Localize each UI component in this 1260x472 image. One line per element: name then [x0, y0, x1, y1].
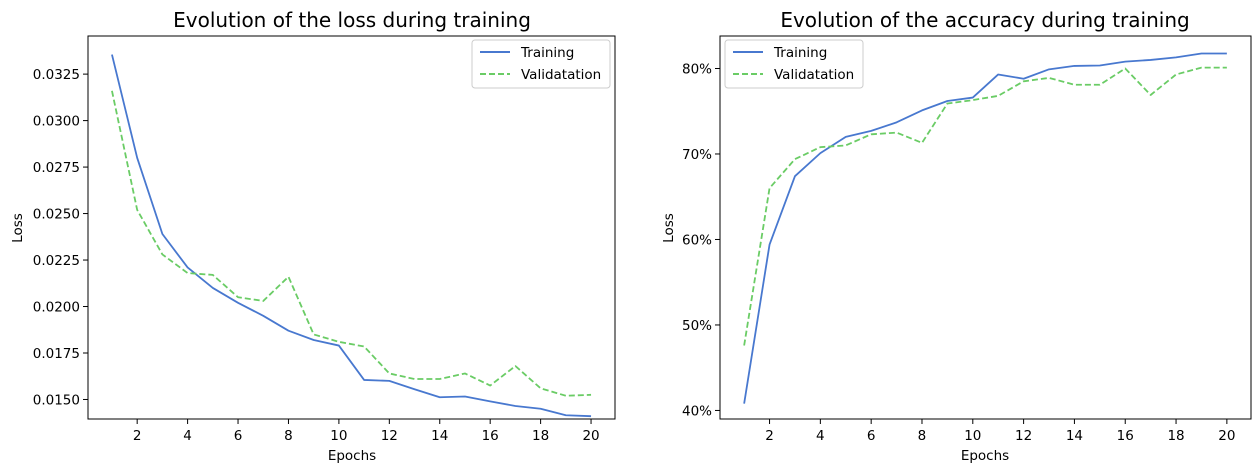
x-ticks: 2 4 6 8 10 12 14 16 18 20 — [133, 419, 600, 444]
series-line-training — [743, 52, 1227, 404]
x-tick-label: 10 — [330, 428, 347, 444]
x-tick-label: 6 — [867, 428, 876, 444]
y-tick-label: 80% — [682, 61, 712, 77]
x-tick-label: 2 — [765, 428, 774, 444]
series-line-validatation — [743, 66, 1227, 346]
x-axis-label: Epochs — [328, 448, 376, 464]
y-tick-label: 40% — [682, 403, 712, 419]
x-tick-label: 16 — [482, 428, 499, 444]
y-axis-label: Loss — [661, 213, 677, 243]
plot-frame — [719, 35, 1252, 420]
legend: Training Validatation — [724, 39, 864, 89]
x-tick-label: 12 — [1015, 428, 1032, 444]
series-line-training — [111, 54, 592, 418]
y-tick-label: 0.0250 — [33, 207, 80, 223]
x-tick-label: 2 — [133, 428, 142, 444]
x-tick-label: 18 — [1167, 428, 1184, 444]
y-tick-label: 0.0275 — [33, 160, 80, 176]
loss-chart: Evolution of the loss during training 2 4… — [10, 8, 616, 464]
x-tick-label: 6 — [234, 428, 243, 444]
plot-marks — [111, 54, 592, 418]
y-tick-label: 0.0175 — [33, 346, 80, 362]
y-ticks: 0.0150 0.0175 0.0200 0.0225 0.0250 0.0275 0.03… — [33, 67, 88, 408]
y-tick-label: 70% — [682, 147, 712, 163]
series-line-validatation — [111, 90, 592, 397]
y-axis-label: Loss — [10, 213, 26, 243]
y-tick-label: 0.0225 — [33, 253, 80, 269]
y-ticks: 40% 50% 60% 70% 80% — [682, 61, 720, 419]
x-tick-label: 8 — [918, 428, 927, 444]
legend: Training Validatation — [471, 39, 611, 89]
x-tick-label: 8 — [284, 428, 293, 444]
x-axis-label: Epochs — [961, 448, 1009, 464]
x-tick-label: 4 — [816, 428, 825, 444]
y-tick-label: 50% — [682, 318, 712, 334]
chart-title: Evolution of the accuracy during trainin… — [780, 8, 1189, 32]
legend-label-validation: Validatation — [521, 67, 601, 83]
x-tick-label: 14 — [1066, 428, 1083, 444]
legend-label-training: Training — [520, 45, 574, 61]
chart-title: Evolution of the loss during training — [173, 8, 531, 32]
legend-label-validation: Validatation — [774, 67, 854, 83]
plot-frame — [87, 35, 616, 420]
y-tick-label: 0.0325 — [33, 67, 80, 83]
y-tick-label: 0.0200 — [33, 300, 80, 316]
x-tick-label: 16 — [1117, 428, 1134, 444]
legend-label-training: Training — [773, 45, 827, 61]
x-tick-label: 20 — [582, 428, 599, 444]
y-tick-label: 60% — [682, 232, 712, 248]
y-tick-label: 0.0300 — [33, 114, 80, 130]
x-tick-label: 10 — [964, 428, 981, 444]
x-tick-label: 20 — [1218, 428, 1235, 444]
x-tick-label: 14 — [431, 428, 448, 444]
plot-marks — [743, 52, 1227, 404]
x-tick-label: 4 — [183, 428, 192, 444]
x-tick-label: 12 — [381, 428, 398, 444]
y-tick-label: 0.0150 — [33, 392, 80, 408]
x-tick-label: 18 — [532, 428, 549, 444]
accuracy-chart: Evolution of the accuracy during trainin… — [661, 8, 1252, 464]
x-ticks: 2 4 6 8 10 12 14 16 18 20 — [765, 419, 1235, 444]
